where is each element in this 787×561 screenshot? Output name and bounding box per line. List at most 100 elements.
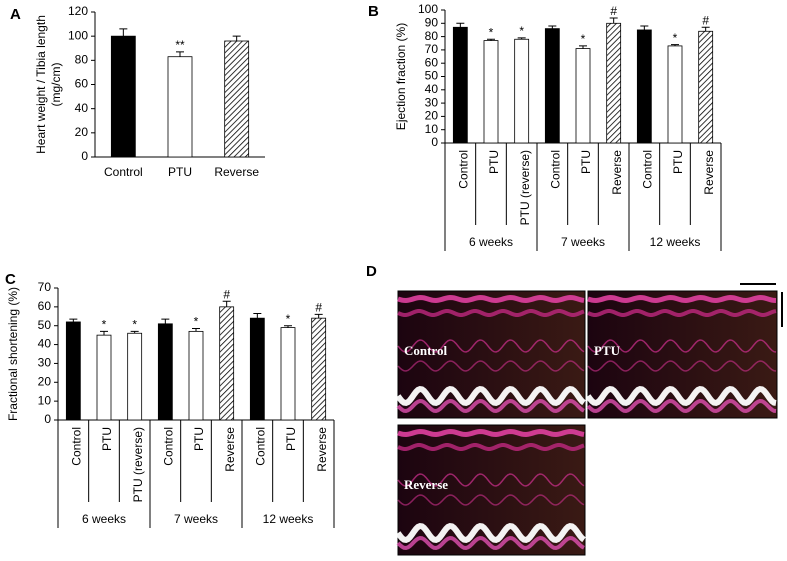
significance-marker: *: [286, 312, 291, 326]
y-tick-label: 40: [38, 337, 52, 351]
error-bar: [487, 38, 495, 41]
error-bar: [253, 312, 262, 319]
bar: [280, 327, 296, 421]
y-tick-label: 10: [425, 122, 439, 136]
echo-trace: [586, 398, 777, 414]
x-tick-label: Control: [549, 150, 563, 189]
echo-trace: [587, 295, 777, 303]
x-tick-label: PTU: [192, 427, 206, 451]
y-tick-label: 70: [425, 42, 439, 56]
y-tick-label: 30: [38, 356, 52, 370]
x-tick-label: PTU: [487, 150, 501, 174]
bar: [667, 45, 683, 144]
bar: [188, 330, 204, 421]
bar: [157, 323, 173, 421]
y-tick-label: 70: [38, 280, 52, 294]
error-bar: [222, 300, 231, 307]
x-tick-label: Reverse: [702, 150, 716, 195]
y-tick-label: 10: [38, 393, 52, 407]
x-tick-label: Control: [457, 150, 471, 189]
significance-marker: #: [702, 13, 709, 27]
y-tick-label: 20: [38, 374, 52, 388]
group-label: 7 weeks: [174, 512, 218, 526]
echo-trace: [396, 535, 585, 551]
error-bar: [548, 25, 557, 29]
error-bar: [579, 45, 587, 49]
echo-label: PTU: [594, 343, 621, 358]
y-tick-label: 90: [425, 15, 439, 29]
error-bar: [517, 37, 526, 40]
significance-marker: **: [175, 38, 185, 52]
panel-label: A: [10, 6, 21, 23]
bar: [606, 22, 622, 144]
bar: [311, 317, 327, 421]
error-bar: [671, 44, 679, 46]
group-label: 6 weeks: [469, 235, 513, 249]
echo-trace: [397, 339, 585, 353]
bar: [96, 334, 112, 421]
error-bar: [284, 325, 292, 328]
x-tick-label: Control: [70, 427, 84, 466]
y-tick-label: 20: [425, 109, 439, 123]
echo-trace: [397, 494, 585, 506]
error-bar: [640, 25, 649, 30]
echo-panel: D Control PTU Reverse: [366, 263, 783, 556]
echo-trace: [396, 398, 585, 414]
x-tick-label: PTU (reverse): [131, 427, 145, 502]
x-tick-label: PTU: [168, 165, 192, 179]
error-bar: [176, 51, 184, 57]
panel-label: B: [368, 3, 379, 20]
x-tick-label: Control: [254, 427, 268, 466]
group-label: 7 weeks: [561, 235, 605, 249]
echo-trace: [397, 309, 585, 317]
panel-label: C: [5, 271, 16, 288]
echo-trace: [395, 522, 586, 544]
error-bar: [314, 313, 323, 319]
group-label: 12 weeks: [263, 512, 314, 526]
x-tick-label: Control: [104, 165, 143, 179]
significance-marker: *: [132, 318, 137, 332]
y-tick-label: 50: [38, 318, 52, 332]
panel-label: D: [366, 263, 377, 280]
significance-marker: *: [102, 318, 107, 332]
y-tick-label: 80: [425, 29, 439, 43]
x-tick-label: Reverse: [214, 165, 259, 179]
group-label: 12 weeks: [650, 235, 701, 249]
bar: [544, 28, 560, 144]
echo-trace: [397, 360, 585, 372]
bar: [636, 29, 652, 144]
echo-trace: [397, 443, 585, 451]
y-tick-label: 100: [68, 28, 88, 42]
significance-marker: *: [673, 31, 678, 45]
x-tick-label: PTU: [579, 150, 593, 174]
y-tick-label: 20: [75, 125, 89, 139]
y-axis-label: Heart weight / Tibia length: [34, 15, 48, 154]
x-tick-label: Control: [641, 150, 655, 189]
significance-marker: #: [610, 4, 617, 18]
significance-marker: #: [315, 301, 322, 315]
error-bar: [119, 28, 128, 37]
error-bar: [192, 328, 200, 332]
x-tick-label: PTU: [671, 150, 685, 174]
bar: [127, 332, 143, 421]
x-tick-label: Control: [162, 427, 176, 466]
y-axis-label: Fractional shortening (%): [6, 287, 20, 421]
bar: [167, 56, 193, 158]
y-tick-label: 0: [81, 149, 88, 163]
error-bar: [69, 318, 78, 322]
y-tick-label: 100: [418, 2, 438, 16]
y-axis-label: Ejection fraction (%): [394, 23, 408, 130]
significance-marker: *: [581, 32, 586, 46]
significance-marker: *: [519, 24, 524, 38]
error-bar: [701, 26, 710, 32]
error-bar: [130, 330, 139, 334]
echo-label: Control: [404, 343, 447, 358]
bar: [698, 30, 714, 144]
bar: [575, 48, 591, 144]
x-tick-label: Reverse: [223, 427, 237, 472]
bar: [110, 35, 136, 158]
error-bar: [456, 22, 465, 28]
x-tick-label: PTU (reverse): [518, 150, 532, 225]
y-tick-label: 0: [44, 412, 51, 426]
